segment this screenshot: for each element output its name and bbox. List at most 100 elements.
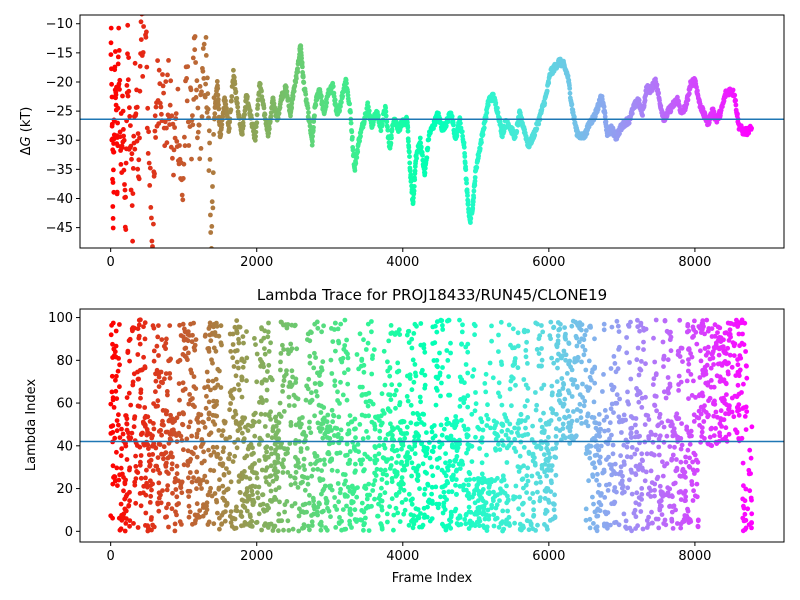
lambda-point xyxy=(488,425,493,431)
lambda-point xyxy=(536,336,542,342)
delta-g-point xyxy=(290,94,296,99)
lambda-point xyxy=(274,430,280,436)
delta-g-point xyxy=(131,133,137,139)
lambda-point xyxy=(191,384,197,389)
lambda-point xyxy=(245,428,251,433)
lambda-point xyxy=(176,411,182,417)
lambda-point xyxy=(237,387,242,393)
lambda-point xyxy=(258,502,263,508)
lambda-point xyxy=(110,430,116,435)
delta-g-point xyxy=(407,168,413,174)
lambda-point xyxy=(413,506,419,512)
lambda-point xyxy=(491,489,496,495)
lambda-point xyxy=(265,329,271,335)
delta-g-point xyxy=(212,111,218,117)
lambda-point xyxy=(591,501,596,507)
delta-g-point xyxy=(201,76,207,81)
lambda-point xyxy=(287,441,293,446)
lambda-point xyxy=(318,421,324,427)
lambda-point xyxy=(412,434,418,440)
lambda-point xyxy=(744,409,750,414)
lambda-point xyxy=(497,498,502,503)
lambda-point xyxy=(533,407,539,413)
delta-g-point xyxy=(206,128,212,134)
lambda-point xyxy=(117,362,122,368)
delta-g-point xyxy=(454,133,460,139)
lambda-point xyxy=(281,378,287,383)
lambda-point xyxy=(528,522,534,528)
lambda-point xyxy=(654,408,659,414)
lambda-point xyxy=(335,398,340,403)
lambda-point xyxy=(378,467,384,473)
lambda-point xyxy=(648,488,654,493)
lambda-point xyxy=(601,321,607,327)
lambda-point xyxy=(611,354,617,359)
lambda-point xyxy=(632,507,638,513)
lambda-point xyxy=(685,447,691,453)
lambda-point xyxy=(364,496,370,502)
delta-g-point xyxy=(654,82,660,88)
lambda-point xyxy=(714,373,720,379)
lambda-point xyxy=(215,451,221,457)
lambda-point xyxy=(687,464,693,470)
lambda-point xyxy=(321,323,326,329)
lambda-point xyxy=(230,342,236,347)
lambda-point xyxy=(636,495,642,500)
delta-g-point xyxy=(121,167,127,173)
lambda-point xyxy=(221,490,227,495)
lambda-point xyxy=(498,486,503,492)
lambda-point xyxy=(217,368,222,374)
lambda-point xyxy=(135,352,141,357)
lambda-point xyxy=(606,454,611,460)
lambda-point xyxy=(686,328,692,334)
delta-g-point xyxy=(121,137,127,143)
delta-g-point xyxy=(173,116,179,121)
lambda-point xyxy=(168,450,174,456)
delta-g-point xyxy=(546,80,552,86)
lambda-point xyxy=(516,506,521,512)
lambda-point xyxy=(293,469,299,475)
lambda-point xyxy=(690,335,695,340)
lambda-point xyxy=(338,437,344,442)
lambda-point xyxy=(695,517,701,523)
delta-g-point xyxy=(136,176,142,182)
lambda-point xyxy=(607,420,613,426)
lambda-point xyxy=(613,471,618,477)
lambda-point xyxy=(447,459,453,464)
delta-g-point xyxy=(137,88,143,94)
lambda-point xyxy=(239,394,245,400)
lambda-point xyxy=(743,427,749,432)
lambda-point xyxy=(340,507,346,512)
lambda-point xyxy=(496,349,501,354)
delta-g-point xyxy=(458,120,463,126)
lambda-point xyxy=(115,483,120,488)
lambda-point xyxy=(347,522,353,527)
lambda-point xyxy=(276,528,281,534)
lambda-point xyxy=(594,477,599,483)
lambda-point xyxy=(211,398,217,404)
delta-g-point xyxy=(199,89,204,95)
lambda-point xyxy=(513,382,518,388)
lambda-point xyxy=(228,479,234,485)
lambda-point xyxy=(398,430,404,436)
lambda-point xyxy=(251,450,256,456)
lambda-point xyxy=(401,511,407,517)
lambda-point xyxy=(259,326,265,332)
delta-g-point xyxy=(350,147,356,153)
lambda-point xyxy=(411,379,417,385)
lambda-point xyxy=(465,442,471,447)
lambda-point xyxy=(448,350,453,356)
lambda-point xyxy=(258,338,264,344)
lambda-point xyxy=(407,455,412,461)
lambda-point xyxy=(525,361,530,366)
lambda-point xyxy=(126,338,132,343)
lambda-point xyxy=(117,435,123,440)
lambda-point xyxy=(282,374,287,379)
delta-g-point xyxy=(181,161,187,167)
delta-g-point xyxy=(161,90,167,96)
lambda-point xyxy=(324,419,330,425)
delta-g-point xyxy=(242,112,248,117)
delta-g-point xyxy=(108,40,114,46)
lambda-point xyxy=(254,471,259,476)
lambda-point xyxy=(256,484,262,490)
